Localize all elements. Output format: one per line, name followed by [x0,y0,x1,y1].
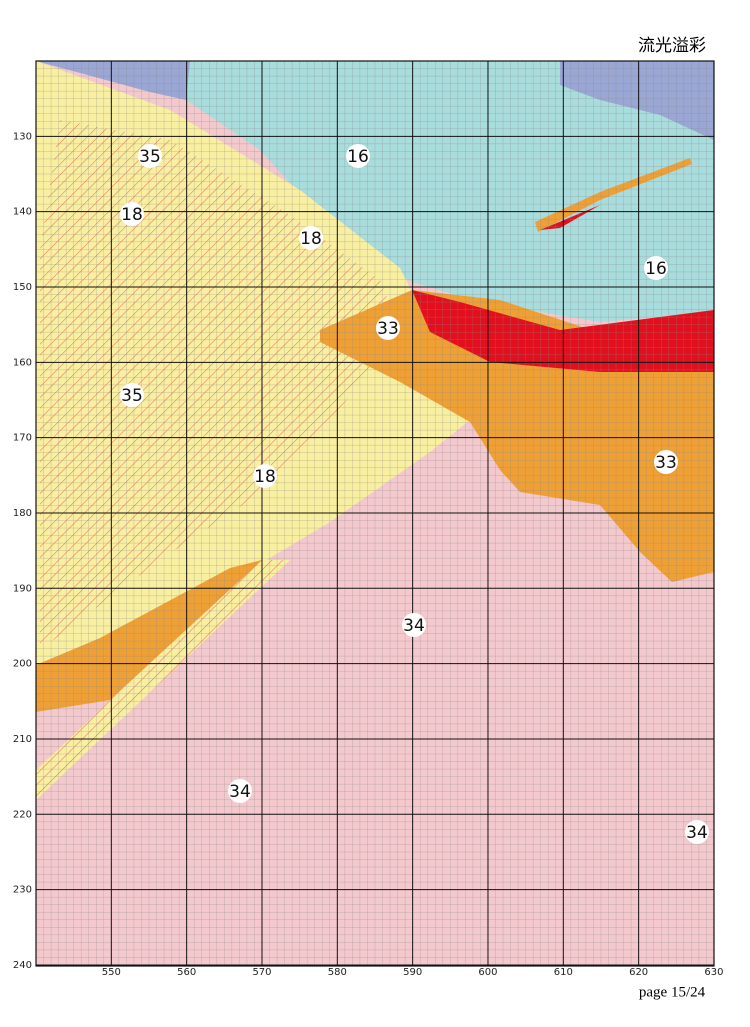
row-label: 230 [13,885,32,896]
streak [535,158,692,232]
symbol-label: 35 [139,147,161,167]
row-label: 130 [13,131,32,142]
pattern [36,61,714,966]
region-lavender [560,61,714,140]
symbol-badge [120,383,144,407]
symbol-label: 34 [403,616,425,636]
column-label: 550 [102,967,121,978]
symbol-badge [299,226,323,250]
row-label: 190 [13,583,32,594]
row-label: 180 [13,508,32,519]
symbol-label: 18 [121,205,143,225]
symbol-badge [253,464,277,488]
symbol-label: 18 [300,229,322,249]
row-label: 160 [13,357,32,368]
symbol-label: 34 [686,823,708,843]
row-label: 150 [13,282,32,293]
symbol-badge [376,316,400,340]
symbol-badge [654,450,678,474]
symbol-badge [644,256,668,280]
region-hatch [36,560,290,800]
row-label: 210 [13,734,32,745]
column-label: 590 [403,967,422,978]
column-label: 630 [704,967,723,978]
column-label: 600 [478,967,497,978]
symbol-label: 18 [254,467,276,487]
row-label: 140 [13,207,32,218]
column-label: 610 [554,967,573,978]
row-label: 240 [13,960,32,971]
symbol-badge [685,820,709,844]
column-label: 580 [328,967,347,978]
row-label: 200 [13,659,32,670]
region-lavender [36,61,190,100]
symbol-label: 16 [347,147,369,167]
symbol-label: 16 [645,259,667,279]
column-label: 560 [177,967,196,978]
symbol-badge [402,613,426,637]
column-label: 570 [252,967,271,978]
row-label: 170 [13,433,32,444]
symbol-badge [120,202,144,226]
symbol-label: 33 [377,319,399,339]
grid-and-labels: 130 140 150 160 170 180 190 200 210 220 230 240 550 5… [13,60,724,978]
page-number: page 15/24 [639,984,706,1000]
column-label: 620 [629,967,648,978]
symbol-badge [138,144,162,168]
symbol-badge [228,779,252,803]
title: 流光溢彩 [638,36,706,56]
symbol-label: 33 [655,453,677,473]
symbol-badge [346,144,370,168]
symbol-label: 35 [121,386,143,406]
row-label: 220 [13,809,32,820]
symbol-label: 34 [229,782,251,802]
